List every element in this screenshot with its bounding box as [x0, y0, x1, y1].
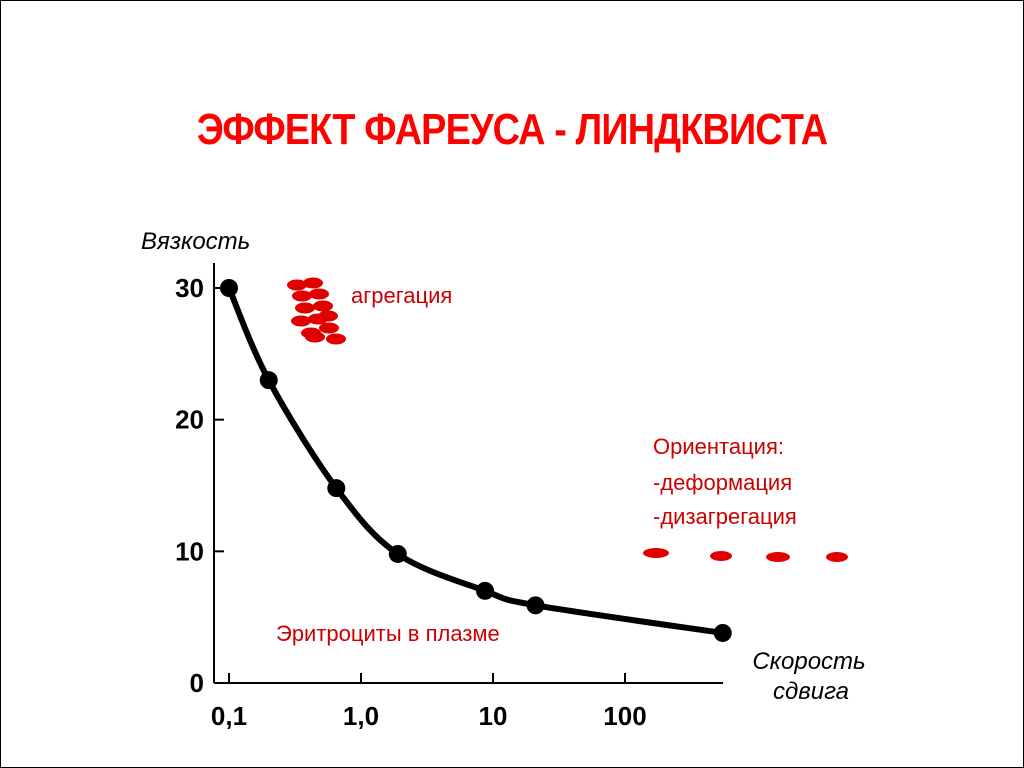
red-cell-aggregated	[287, 279, 307, 291]
red-cell-aggregated	[291, 315, 311, 327]
x-tick-label: 10	[479, 701, 508, 731]
data-point	[259, 371, 278, 390]
data-point	[388, 544, 407, 563]
red-cell-aggregated	[292, 290, 312, 302]
data-point	[220, 279, 238, 297]
chart-axes	[213, 263, 723, 684]
red-cell-aggregated	[318, 310, 338, 322]
annotation-orientation: Ориентация:	[653, 434, 784, 459]
x-tick-label: 0,1	[211, 701, 247, 731]
data-point	[476, 581, 495, 600]
red-cell-aggregated	[295, 302, 315, 314]
x-tick-label: 100	[603, 701, 646, 731]
x-axis-label-line: Скорость	[752, 648, 865, 675]
y-tick-label: 0	[190, 668, 204, 698]
annotation-aggregation: агрегация	[351, 283, 452, 308]
data-point	[713, 623, 732, 642]
chart-series	[220, 279, 732, 642]
x-axis-label-line: сдвига	[773, 678, 849, 705]
y-tick-label: 20	[175, 405, 204, 435]
y-axis-label: Вязкость	[141, 228, 250, 255]
chart-ticks: 0 10 20 30 0,1 1,0 10 100	[175, 273, 647, 731]
red-cell-oriented	[643, 548, 669, 558]
x-tick-label: 1,0	[343, 701, 379, 731]
data-point	[526, 596, 545, 615]
red-cell-oriented	[826, 552, 848, 562]
red-cell-aggregated	[319, 322, 339, 334]
y-tick-label: 10	[175, 536, 204, 566]
red-cell-aggregated	[305, 331, 325, 343]
red-cell-aggregated	[309, 288, 329, 300]
slide-title: ЭФФЕКТ ФАРЕУСА - ЛИНДКВИСТА	[196, 105, 828, 154]
red-cell-aggregated	[313, 300, 333, 312]
red-cell-aggregated	[326, 333, 346, 345]
red-cell-oriented	[710, 551, 732, 561]
annotation-plasma: Эритроциты в плазме	[276, 621, 500, 646]
red-cell-oriented	[766, 552, 790, 562]
viscosity-curve	[226, 285, 726, 636]
red-cell-illustrations	[287, 277, 848, 562]
annotation-orientation: -деформация	[653, 470, 792, 495]
annotation-orientation: -дизагрегация	[653, 504, 797, 529]
chart-labels: Вязкость Скорость сдвига агрегация Ориентаци…	[141, 228, 866, 705]
red-cell-aggregated	[303, 277, 323, 289]
data-point	[327, 479, 346, 498]
y-tick-label: 30	[175, 273, 204, 303]
